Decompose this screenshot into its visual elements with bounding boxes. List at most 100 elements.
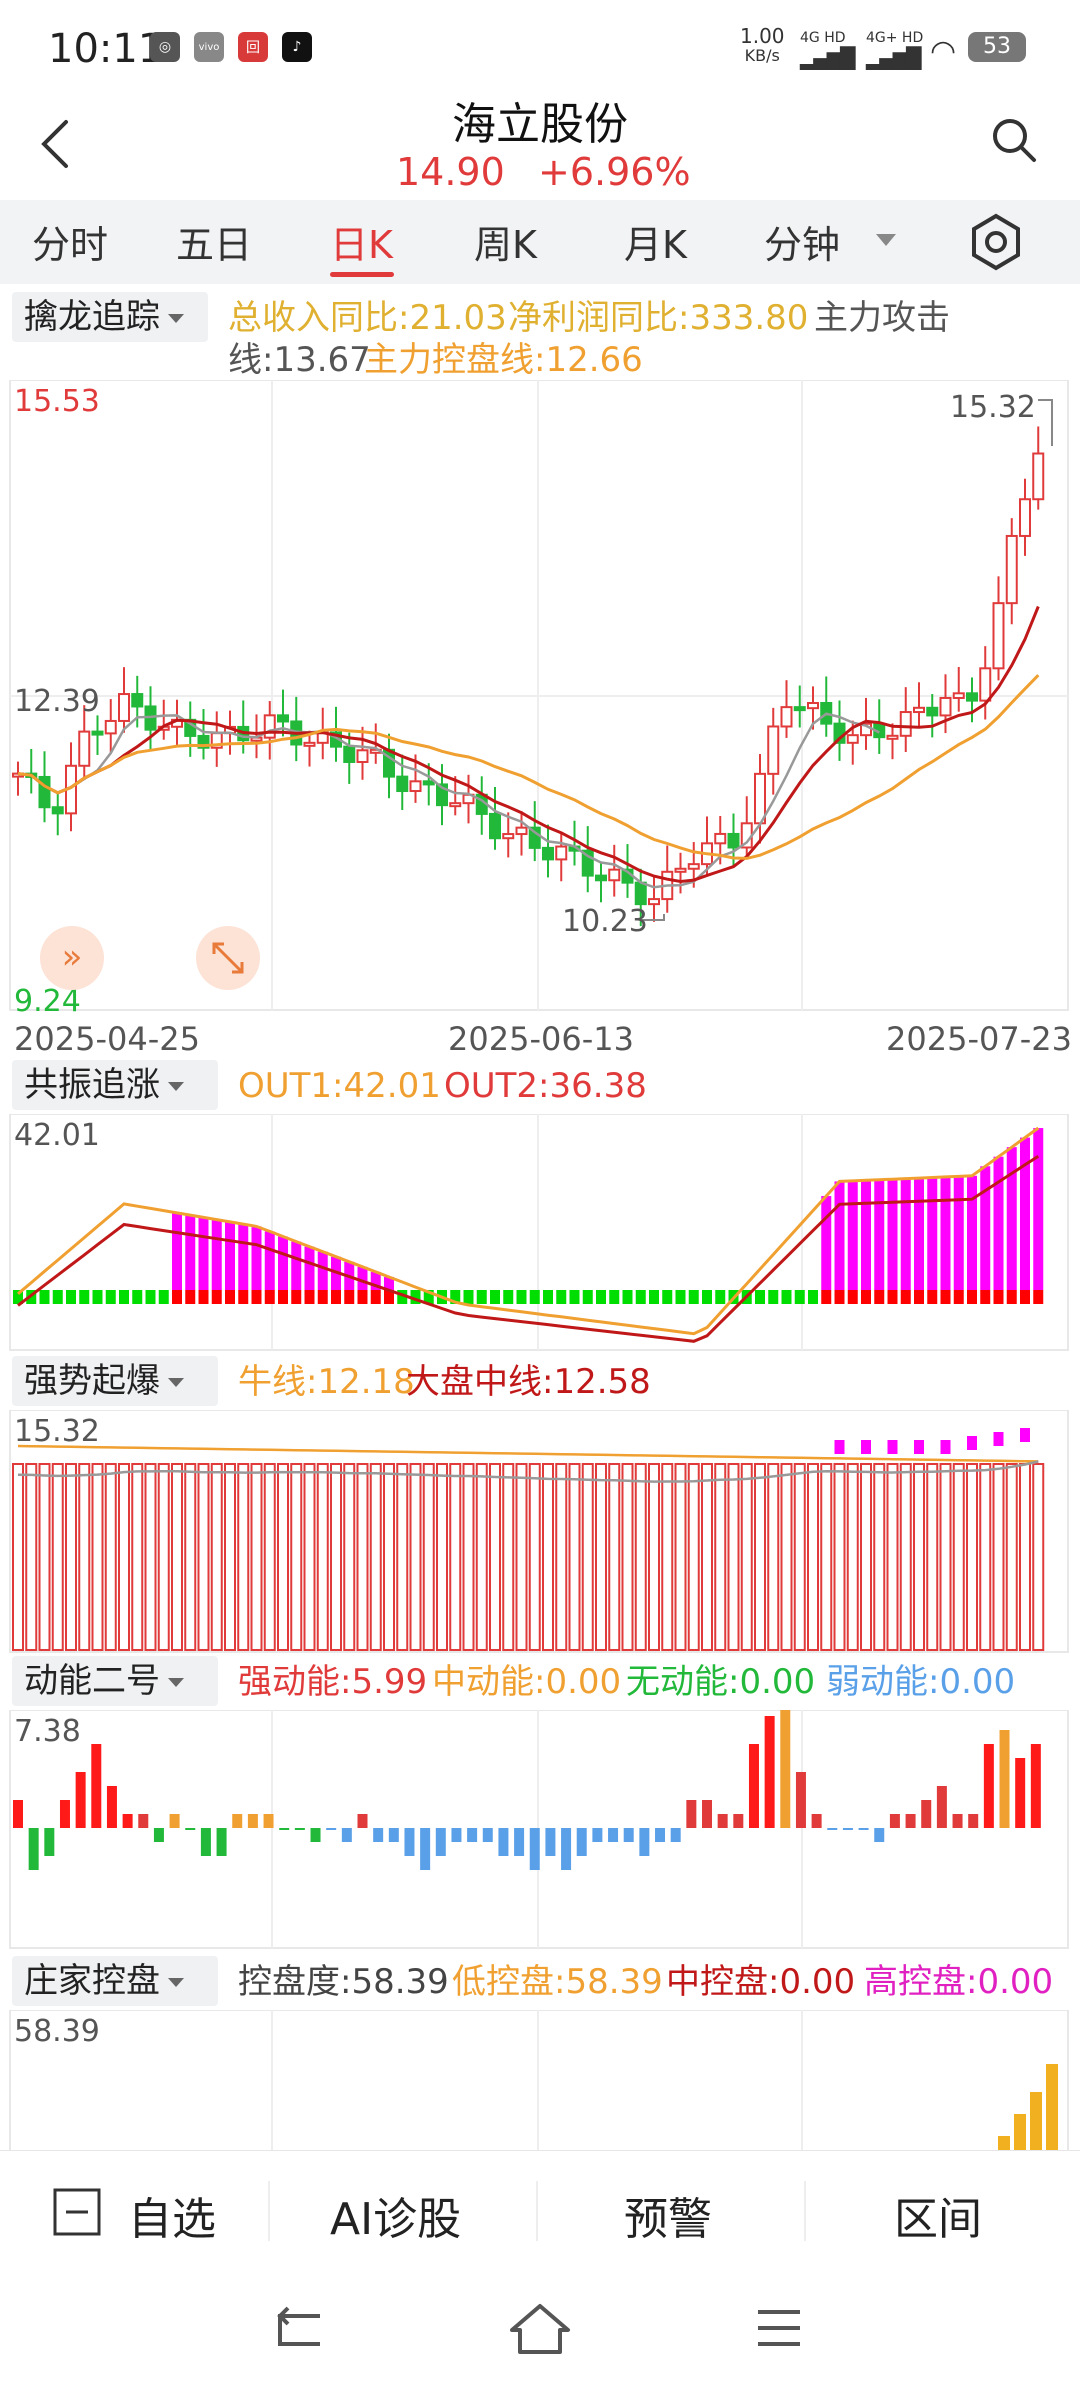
wifi-icon: ◠ xyxy=(930,34,957,69)
back-icon[interactable] xyxy=(36,116,76,172)
momentum-bar xyxy=(561,1828,572,1870)
candle xyxy=(91,715,104,755)
search-icon[interactable] xyxy=(990,116,1040,166)
tab-daily[interactable]: 日K xyxy=(330,223,393,267)
momentum-bar xyxy=(216,1828,227,1856)
momentum-bar xyxy=(91,1744,102,1828)
control-bar xyxy=(1046,2064,1058,2150)
tab-monthly[interactable]: 月K xyxy=(624,223,687,267)
breakout-bar xyxy=(568,1463,581,1651)
momentum-bar xyxy=(576,1828,587,1856)
resonance-bar xyxy=(476,1290,487,1304)
chevron-down-icon xyxy=(168,1378,184,1387)
resonance-bar xyxy=(397,1290,408,1304)
chevron-down-icon[interactable] xyxy=(874,230,898,250)
settings-hex-icon[interactable] xyxy=(966,212,1026,272)
momentum-bar xyxy=(592,1828,603,1842)
expand-icon[interactable]: » xyxy=(40,926,104,990)
nav-back-icon[interactable] xyxy=(270,2304,330,2354)
breakout-bar xyxy=(462,1463,475,1651)
resonance-bar xyxy=(79,1290,90,1304)
tab-weekly[interactable]: 周K xyxy=(474,223,537,267)
candle xyxy=(952,666,965,712)
attack-line-label: 主力攻击 xyxy=(814,298,950,338)
resonance-select[interactable]: 共振追涨 xyxy=(12,1060,218,1110)
control-bar xyxy=(1030,2092,1042,2150)
candle xyxy=(886,723,899,760)
resonance-bar xyxy=(953,1176,964,1304)
watchlist-icon[interactable] xyxy=(52,2187,102,2237)
candle xyxy=(767,707,780,795)
candlestick-chart[interactable] xyxy=(0,380,1080,1020)
range-button[interactable]: 区间 xyxy=(894,2194,982,2245)
candle xyxy=(648,875,660,922)
momentum-bar xyxy=(623,1828,634,1842)
chevron-down-icon xyxy=(168,1978,184,1987)
resonance-bar xyxy=(649,1290,659,1304)
resonance-bar xyxy=(755,1290,765,1304)
breakout-bar xyxy=(595,1463,607,1651)
momentum-bar xyxy=(185,1828,196,1830)
momentum-bar xyxy=(670,1828,681,1842)
breakout-bar xyxy=(171,1463,183,1651)
momentum-bar xyxy=(310,1828,321,1842)
nav-home-icon[interactable] xyxy=(508,2300,572,2356)
momentum-bar xyxy=(373,1828,384,1842)
alert-button[interactable]: 预警 xyxy=(624,2194,712,2245)
ai-diagnosis-button[interactable]: AI诊股 xyxy=(330,2194,462,2245)
momentum-bar xyxy=(1030,1744,1041,1828)
watchlist-button[interactable]: 自选 xyxy=(128,2194,216,2245)
status-bar: 10:11 ◎ vivo 回 ♪ 1.00 KB/s 4G HD ▂▄▆█ 4G+ … xyxy=(0,0,1080,90)
tab-five-day[interactable]: 五日 xyxy=(176,223,253,267)
network-speed: 1.00 KB/s xyxy=(740,24,785,65)
momentum-bar xyxy=(717,1814,728,1828)
resonance-bar xyxy=(370,1271,381,1304)
signal-2: 4G+ HD ▂▄▆█ xyxy=(866,30,924,70)
momentum-bar xyxy=(702,1800,712,1828)
min-marker-line xyxy=(640,914,665,921)
candle xyxy=(926,694,939,738)
breakout-bar xyxy=(555,1463,568,1651)
control-select[interactable]: 庄家控盘 xyxy=(12,1956,218,2006)
momentum-bar xyxy=(200,1828,211,1856)
candle xyxy=(966,677,978,723)
candle xyxy=(396,754,409,811)
momentum-select[interactable]: 动能二号 xyxy=(12,1656,218,1706)
breakout-bar xyxy=(91,1463,104,1651)
breakout-bar xyxy=(383,1463,395,1651)
resonance-bar xyxy=(105,1290,116,1304)
tab-minute[interactable]: 分钟 xyxy=(764,223,841,267)
breakout-bar xyxy=(648,1463,660,1651)
breakout-bar xyxy=(581,1463,594,1651)
tab-intraday[interactable]: 分时 xyxy=(32,223,109,267)
breakout-bar xyxy=(38,1463,51,1651)
resonance-bar xyxy=(980,1166,991,1304)
axis-mid-label: 12.39 xyxy=(14,684,100,719)
fullscreen-icon[interactable] xyxy=(196,926,260,990)
breakout-bar xyxy=(502,1463,515,1651)
nav-menu-icon[interactable] xyxy=(754,2304,804,2352)
main-indicator-select[interactable]: 擒龙追踪 xyxy=(12,292,208,342)
p4-axis-top: 58.39 xyxy=(14,2014,100,2049)
breakout-bar xyxy=(1032,1463,1045,1651)
high-control: 高控盘:0.00 xyxy=(864,1962,1054,2002)
candle xyxy=(475,776,488,835)
status-time: 10:11 xyxy=(48,26,164,72)
resonance-bar xyxy=(635,1290,646,1304)
resonance-bar xyxy=(503,1290,514,1304)
candle xyxy=(422,763,435,806)
breakout-bar xyxy=(290,1463,303,1651)
candle xyxy=(12,761,24,796)
candle xyxy=(833,700,846,761)
resonance-bar xyxy=(344,1261,355,1304)
breakout-select[interactable]: 强势起爆 xyxy=(12,1356,218,1406)
resonance-bar xyxy=(119,1290,129,1304)
bank-icon: 回 xyxy=(238,32,268,62)
weak-momentum: 弱动能:0.00 xyxy=(826,1662,1016,1702)
resonance-bar xyxy=(834,1181,845,1304)
momentum-bar xyxy=(75,1772,86,1828)
momentum-bar xyxy=(44,1828,55,1856)
momentum-bar xyxy=(655,1828,666,1842)
chevron-down-icon xyxy=(168,314,184,323)
candle xyxy=(383,733,395,799)
